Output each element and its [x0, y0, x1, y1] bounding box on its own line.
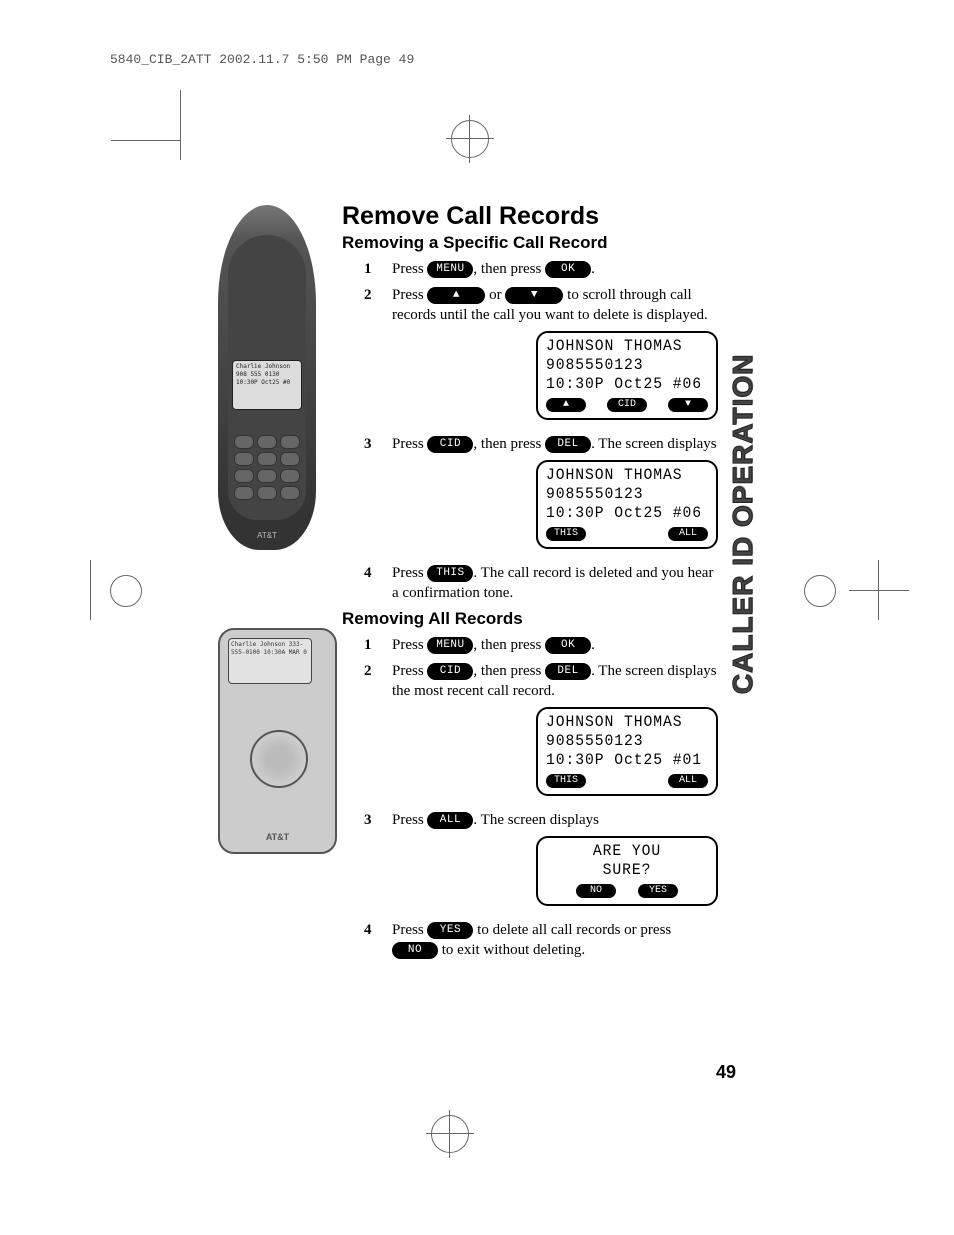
step-body: Press MENU, then press OK. — [392, 259, 718, 279]
section-b-steps: 1Press MENU, then press OK.2Press CID, t… — [342, 635, 718, 960]
step-number: 2 — [342, 285, 392, 428]
key-menu: MENU — [427, 637, 473, 654]
lcd-line: 9085550123 — [546, 732, 695, 751]
key-this: THIS — [427, 565, 473, 582]
att-logo: AT&T — [257, 531, 277, 540]
lcd-softkey: ▲ — [546, 398, 586, 412]
base-screen: Charlie Johnson 333-555-0100 10:30A MAR … — [228, 638, 312, 684]
step: 4Press THIS. The call record is deleted … — [342, 563, 718, 603]
page-title: Remove Call Records — [342, 202, 718, 231]
step-body: Press YES to delete all call records or … — [392, 920, 718, 960]
section-a-steps: 1Press MENU, then press OK.2Press ▲ or ▼… — [342, 259, 718, 603]
lcd-softkey: ALL — [668, 527, 708, 541]
lcd-line: 10:30P Oct25 #06 — [546, 375, 695, 394]
lcd-softkey: CID — [607, 398, 647, 412]
step-body: Press CID, then press DEL. The screen di… — [392, 661, 718, 804]
main-content: Remove Call Records Removing a Specific … — [342, 202, 718, 966]
lcd-softkey: THIS — [546, 527, 586, 541]
lcd-line: 9085550123 — [546, 485, 695, 504]
page: 5840_CIB_2ATT 2002.11.7 5:50 PM Page 49 … — [0, 0, 954, 1235]
key-all: ALL — [427, 812, 473, 829]
lcd-line: 9085550123 — [546, 356, 695, 375]
phone-handset-figure: Charlie Johnson 908 555 0130 10:30P Oct2… — [218, 205, 316, 550]
lcd-softkey-row: THIS ALL — [546, 527, 708, 541]
key-ok: OK — [545, 637, 591, 654]
lcd-line: 10:30P Oct25 #01 — [546, 751, 695, 770]
page-number: 49 — [716, 1062, 736, 1083]
step-body: Press CID, then press DEL. The screen di… — [392, 434, 718, 557]
lcd-line: SURE? — [552, 861, 701, 880]
crop-mark-right — [789, 560, 849, 620]
lcd-softkey-row: ▲ CID ▼ — [546, 398, 708, 412]
crop-mark-left — [110, 560, 170, 620]
step: 4Press YES to delete all call records or… — [342, 920, 718, 960]
lcd-line: 10:30P Oct25 #06 — [546, 504, 695, 523]
step: 1Press MENU, then press OK. — [342, 259, 718, 279]
key-▲: ▲ — [427, 287, 485, 304]
step-body: Press ▲ or ▼ to scroll through call reco… — [392, 285, 718, 428]
key-ok: OK — [545, 261, 591, 278]
lcd-softkey: THIS — [546, 774, 586, 788]
lcd-line: JOHNSON THOMAS — [546, 466, 695, 485]
lcd-softkey-row: THIS ALL — [546, 774, 708, 788]
key-no: NO — [392, 942, 438, 959]
step: 1Press MENU, then press OK. — [342, 635, 718, 655]
key-del: DEL — [545, 436, 591, 453]
step: 2Press ▲ or ▼ to scroll through call rec… — [342, 285, 718, 428]
lcd-line: JOHNSON THOMAS — [546, 713, 695, 732]
lcd-line: JOHNSON THOMAS — [546, 337, 695, 356]
lcd-softkey: ALL — [668, 774, 708, 788]
print-header: 5840_CIB_2ATT 2002.11.7 5:50 PM Page 49 — [110, 52, 414, 67]
lcd-softkey-row: NO YES — [546, 884, 708, 898]
step-body: Press THIS. The call record is deleted a… — [392, 563, 718, 603]
crop-mark-top — [180, 90, 781, 160]
step-number: 4 — [342, 563, 392, 603]
step: 2Press CID, then press DEL. The screen d… — [342, 661, 718, 804]
step-body: Press MENU, then press OK. — [392, 635, 718, 655]
key-▼: ▼ — [505, 287, 563, 304]
lcd-display: ARE YOUSURE? NO YES — [536, 836, 718, 906]
step-number: 4 — [342, 920, 392, 960]
step-number: 3 — [342, 810, 392, 914]
lcd-display: JOHNSON THOMAS908555012310:30P Oct25 #06… — [536, 331, 718, 420]
step-number: 1 — [342, 635, 392, 655]
side-tab-label: CALLER ID OPERATION — [727, 354, 759, 694]
handset-screen: Charlie Johnson 908 555 0130 10:30P Oct2… — [232, 360, 302, 410]
lcd-line: ARE YOU — [552, 842, 701, 861]
key-menu: MENU — [427, 261, 473, 278]
lcd-softkey: YES — [638, 884, 678, 898]
lcd-softkey: ▼ — [668, 398, 708, 412]
step: 3Press ALL. The screen displaysARE YOUSU… — [342, 810, 718, 914]
key-del: DEL — [545, 663, 591, 680]
step-body: Press ALL. The screen displaysARE YOUSUR… — [392, 810, 718, 914]
step-number: 2 — [342, 661, 392, 804]
key-cid: CID — [427, 436, 473, 453]
section-a-heading: Removing a Specific Call Record — [342, 233, 718, 253]
key-yes: YES — [427, 922, 473, 939]
phone-base-figure: Charlie Johnson 333-555-0100 10:30A MAR … — [218, 628, 337, 854]
lcd-display: JOHNSON THOMAS908555012310:30P Oct25 #01… — [536, 707, 718, 796]
step: 3Press CID, then press DEL. The screen d… — [342, 434, 718, 557]
att-logo: AT&T — [266, 832, 289, 842]
section-b-heading: Removing All Records — [342, 609, 718, 629]
lcd-softkey: NO — [576, 884, 616, 898]
key-cid: CID — [427, 663, 473, 680]
crop-mark-bottom — [420, 1115, 480, 1175]
side-tab: CALLER ID OPERATION — [720, 364, 766, 684]
lcd-display: JOHNSON THOMAS908555012310:30P Oct25 #06… — [536, 460, 718, 549]
step-number: 3 — [342, 434, 392, 557]
step-number: 1 — [342, 259, 392, 279]
